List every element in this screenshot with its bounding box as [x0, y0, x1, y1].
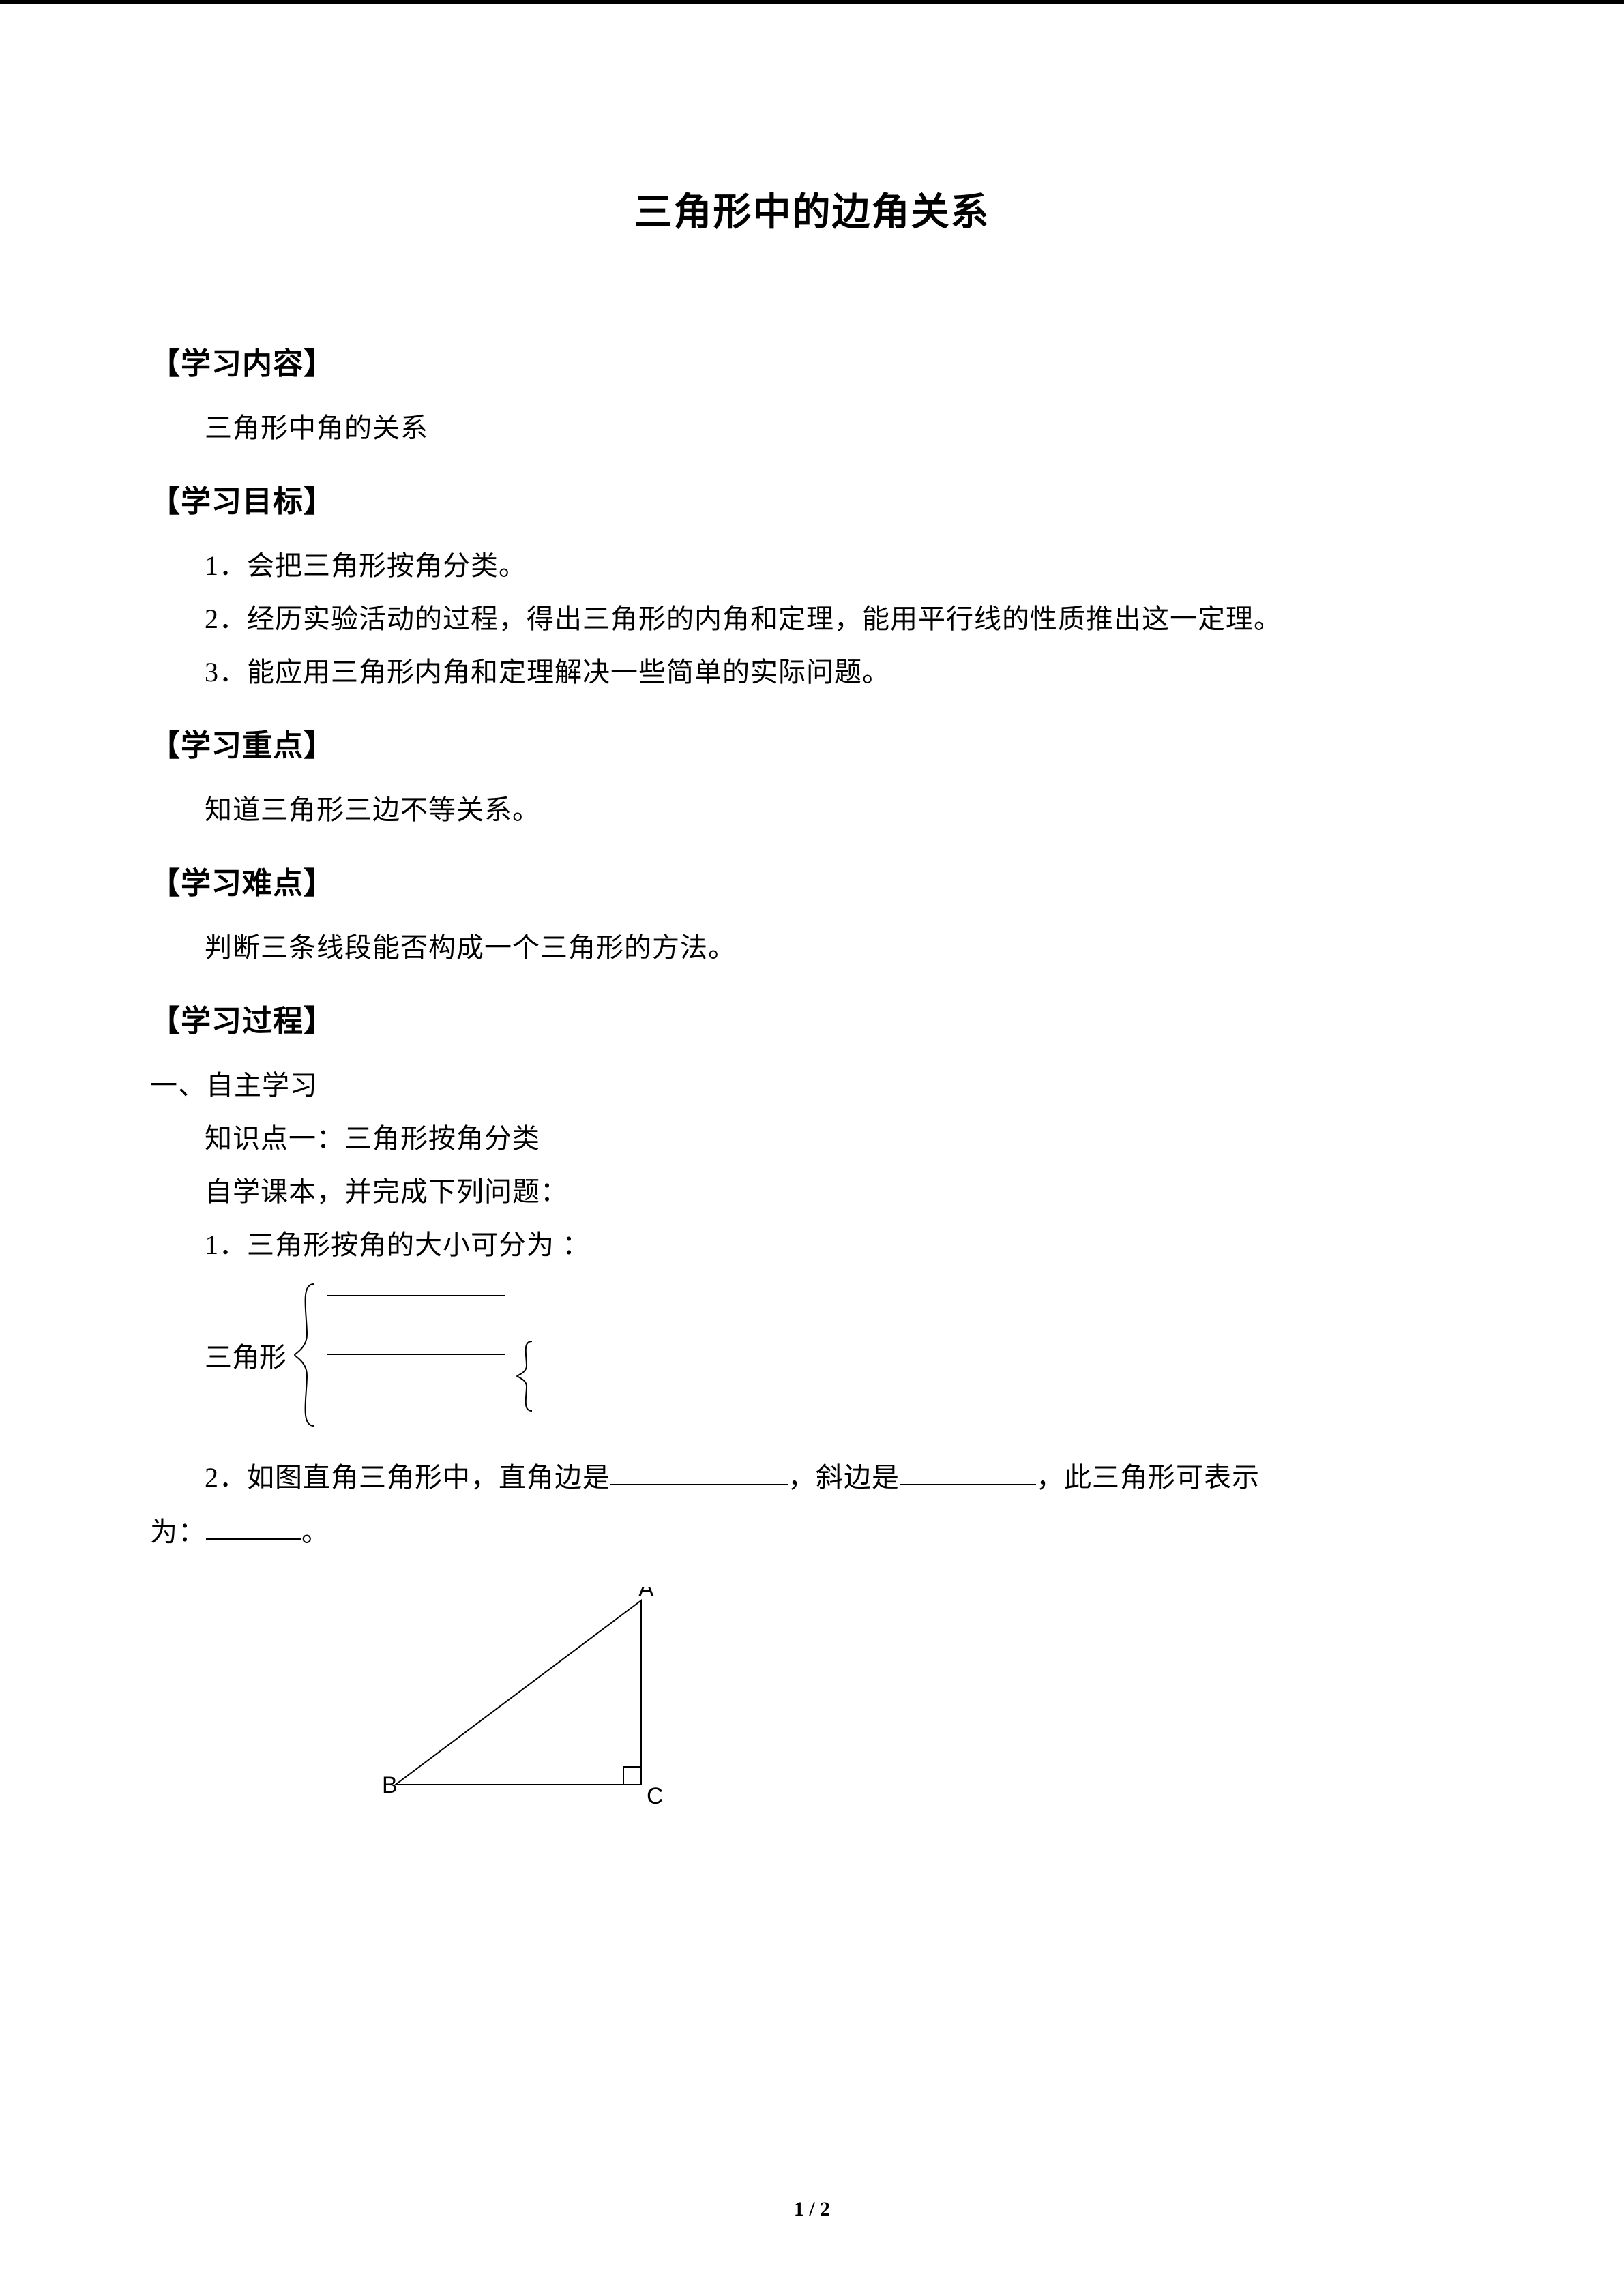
q2-line2-prefix: 为： — [150, 1517, 206, 1547]
vertex-label-c: C — [647, 1783, 664, 1809]
vertex-label-a: A — [638, 1587, 654, 1602]
goal-item: 1．会把三角形按角分类。 — [150, 539, 1474, 593]
q2-mid1: ，斜边是 — [788, 1462, 900, 1493]
section-heading-difficulty: 【学习难点】 — [150, 859, 1474, 902]
section-heading-keypoint: 【学习重点】 — [150, 721, 1474, 764]
page-total: 2 — [820, 2198, 830, 2220]
brace-diagram: 三角形 — [150, 1280, 1474, 1430]
document-title: 三角形中的边角关系 — [150, 181, 1474, 237]
q2-line1: 2．如图直角三角形中，直角边是 ，斜边是 ，此三角形可表示 — [150, 1450, 1474, 1505]
fill-blank[interactable] — [206, 1518, 301, 1540]
page: 三角形中的边角关系 【学习内容】 三角形中角的关系 【学习目标】 1．会把三角形… — [0, 0, 1624, 2296]
fill-blank[interactable] — [610, 1463, 788, 1485]
q2-line2: 为： 。 — [150, 1505, 1474, 1560]
process-part-a-title: 一、自主学习 — [150, 1059, 1474, 1112]
brace-content — [318, 1280, 535, 1430]
brace-icon — [514, 1339, 535, 1414]
content-text: 三角形中角的关系 — [150, 402, 1474, 455]
brace-icon — [291, 1280, 318, 1430]
page-sep: / — [804, 2198, 820, 2220]
q2-prefix: 2．如图直角三角形中，直角边是 — [205, 1462, 610, 1493]
fill-blank[interactable] — [327, 1348, 505, 1355]
section-heading-content: 【学习内容】 — [150, 339, 1474, 383]
kp1-title: 知识点一：三角形按角分类 — [150, 1112, 1474, 1165]
page-footer: 1 / 2 — [0, 2198, 1624, 2221]
section-heading-process: 【学习过程】 — [150, 996, 1474, 1040]
brace-label: 三角形 — [205, 1335, 286, 1375]
fill-blank[interactable] — [900, 1463, 1036, 1485]
triangle-svg: A B C — [382, 1587, 682, 1812]
kp1-instruction: 自学课本，并完成下列问题： — [150, 1165, 1474, 1219]
vertex-label-b: B — [382, 1772, 398, 1798]
keypoint-text: 知道三角形三边不等关系。 — [150, 784, 1474, 837]
section-heading-goals: 【学习目标】 — [150, 477, 1474, 520]
triangle-figure: A B C — [150, 1587, 1474, 1812]
fill-blank[interactable] — [327, 1289, 505, 1296]
q2-suffix: 。 — [301, 1517, 329, 1547]
goal-item: 3．能应用三角形内角和定理解决一些简单的实际问题。 — [150, 646, 1474, 699]
q2-mid2: ，此三角形可表示 — [1036, 1462, 1260, 1493]
q1-text: 1．三角形按角的大小可分为 ： — [150, 1219, 1474, 1272]
page-number: 1 — [794, 2198, 804, 2220]
difficulty-text: 判断三条线段能否构成一个三角形的方法。 — [150, 921, 1474, 974]
goal-item: 2．经历实验活动的过程，得出三角形的内角和定理，能用平行线的性质推出这一定理。 — [150, 593, 1474, 646]
